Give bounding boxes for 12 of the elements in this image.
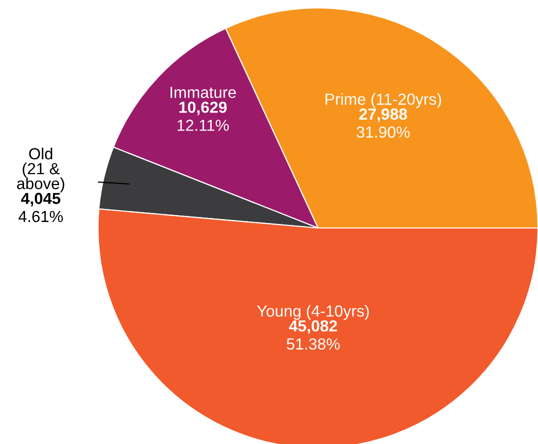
slice-label: Old (21 & above) (17, 148, 64, 192)
slice-label: Prime (11-20yrs) (326, 93, 442, 108)
data-label: 27,988 (359, 108, 408, 122)
text: 12.11% (178, 120, 229, 131)
slice-label: Immature (170, 86, 236, 98)
data-label: 4,045 (21, 192, 60, 206)
slice-label: Young (4-10yrs) (257, 304, 369, 320)
text: 51.38% (286, 338, 340, 350)
data-label: 10,629 (179, 102, 227, 116)
text: 4.61% (18, 210, 63, 222)
data-label: 45,082 (289, 320, 338, 334)
text: 31.90% (356, 126, 410, 138)
